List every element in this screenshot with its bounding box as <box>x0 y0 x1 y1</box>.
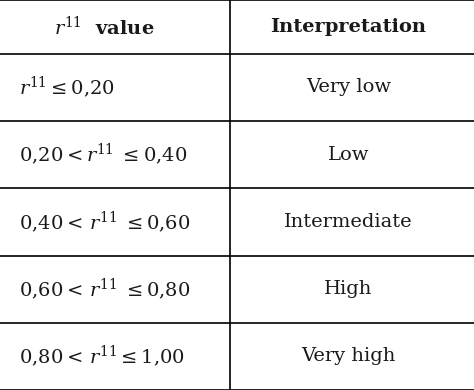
Text: Interpretation: Interpretation <box>270 18 427 36</box>
Text: Low: Low <box>328 146 369 164</box>
Text: $r^{11} \leq 0{,}20$: $r^{11} \leq 0{,}20$ <box>19 75 115 100</box>
Text: $\mathit{r}^{11}$  value: $\mathit{r}^{11}$ value <box>54 15 155 39</box>
Text: $0{,}80{<}\, r^{11} \leq 1{,}00$: $0{,}80{<}\, r^{11} \leq 1{,}00$ <box>19 344 185 369</box>
Text: High: High <box>324 280 373 298</box>
Text: $0{,}40{<}\, r^{11}\; \leq 0{,}60$: $0{,}40{<}\, r^{11}\; \leq 0{,}60$ <box>19 209 190 235</box>
Text: Intermediate: Intermediate <box>284 213 413 231</box>
Text: Very high: Very high <box>301 347 396 365</box>
Text: $0{,}20{<}r^{11}\; \leq 0{,}40$: $0{,}20{<}r^{11}\; \leq 0{,}40$ <box>19 142 187 167</box>
Text: Very low: Very low <box>306 78 391 96</box>
Text: $0{,}60{<}\, r^{11}\; \leq 0{,}80$: $0{,}60{<}\, r^{11}\; \leq 0{,}80$ <box>19 277 190 302</box>
